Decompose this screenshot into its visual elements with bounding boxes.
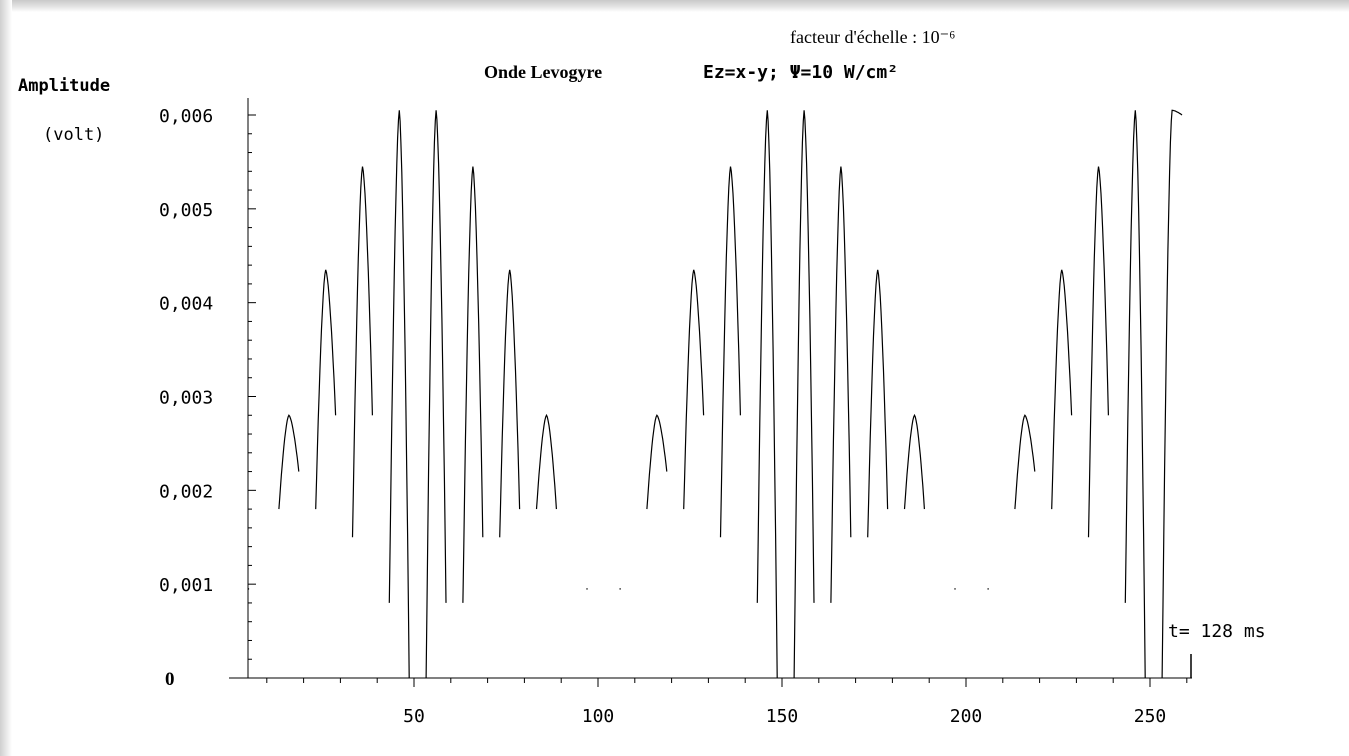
y-tick-label: 0,006 xyxy=(159,106,213,127)
axis-ticks xyxy=(248,114,1188,687)
y-axis-unit: (volt) xyxy=(43,125,104,145)
y-tick-label: 0,001 xyxy=(159,575,213,596)
lobe-146 xyxy=(756,110,778,679)
y-tick-label: 0,005 xyxy=(159,200,213,221)
x-tick-label: 200 xyxy=(950,706,983,727)
lobe-66 xyxy=(462,166,484,603)
lobe-36 xyxy=(351,166,373,538)
lobe-126 xyxy=(683,269,705,510)
window-top-edge xyxy=(0,0,1349,12)
lobe-16 xyxy=(278,414,300,510)
time-label: t= 128 ms xyxy=(1168,621,1266,642)
lobe-216 xyxy=(1014,414,1036,510)
lobe-116 xyxy=(646,414,668,510)
scale-note: facteur d'échelle : 10⁻⁶ xyxy=(790,27,955,47)
lobe-176 xyxy=(867,269,889,538)
isolated-point xyxy=(586,588,588,590)
lobe-256 xyxy=(1161,109,1183,679)
lobe-76 xyxy=(499,269,521,538)
lobe-226 xyxy=(1051,269,1073,510)
lobe-156 xyxy=(793,110,815,679)
chart-title: Onde Levogyre xyxy=(484,62,602,82)
lobe-46 xyxy=(388,110,410,679)
isolated-point xyxy=(954,588,956,590)
y-tick-label: 0,004 xyxy=(159,294,213,315)
lobe-166 xyxy=(830,166,852,603)
lobe-246 xyxy=(1124,110,1146,679)
isolated-point xyxy=(619,588,621,590)
lobe-186 xyxy=(903,413,925,510)
isolated-point xyxy=(247,588,250,590)
y-tick-label: 0,002 xyxy=(159,481,213,502)
lobe-86 xyxy=(535,413,557,510)
lobe-236 xyxy=(1087,166,1109,538)
axis-tick-labels: 0 0,001 0,002 0,003 0,004 0,005 0,006 50 100 150 2… xyxy=(159,106,1166,727)
y-tick-label: 0,003 xyxy=(159,388,213,409)
series-levogyre xyxy=(247,109,1183,679)
chart-formula: Ez=x-y; Ψ=10 W/cm² xyxy=(703,62,898,83)
x-tick-label: 50 xyxy=(403,706,425,727)
x-tick-label: 150 xyxy=(766,706,799,727)
y-tick-label: 0 xyxy=(165,669,175,690)
lobe-56 xyxy=(425,110,447,679)
y-axis-label: Amplitude xyxy=(18,76,110,96)
x-tick-label: 250 xyxy=(1134,706,1167,727)
x-tick-label: 100 xyxy=(582,706,615,727)
lobe-26 xyxy=(315,269,337,510)
isolated-point xyxy=(987,588,989,590)
window-left-edge xyxy=(0,0,12,756)
lobe-136 xyxy=(719,166,741,538)
